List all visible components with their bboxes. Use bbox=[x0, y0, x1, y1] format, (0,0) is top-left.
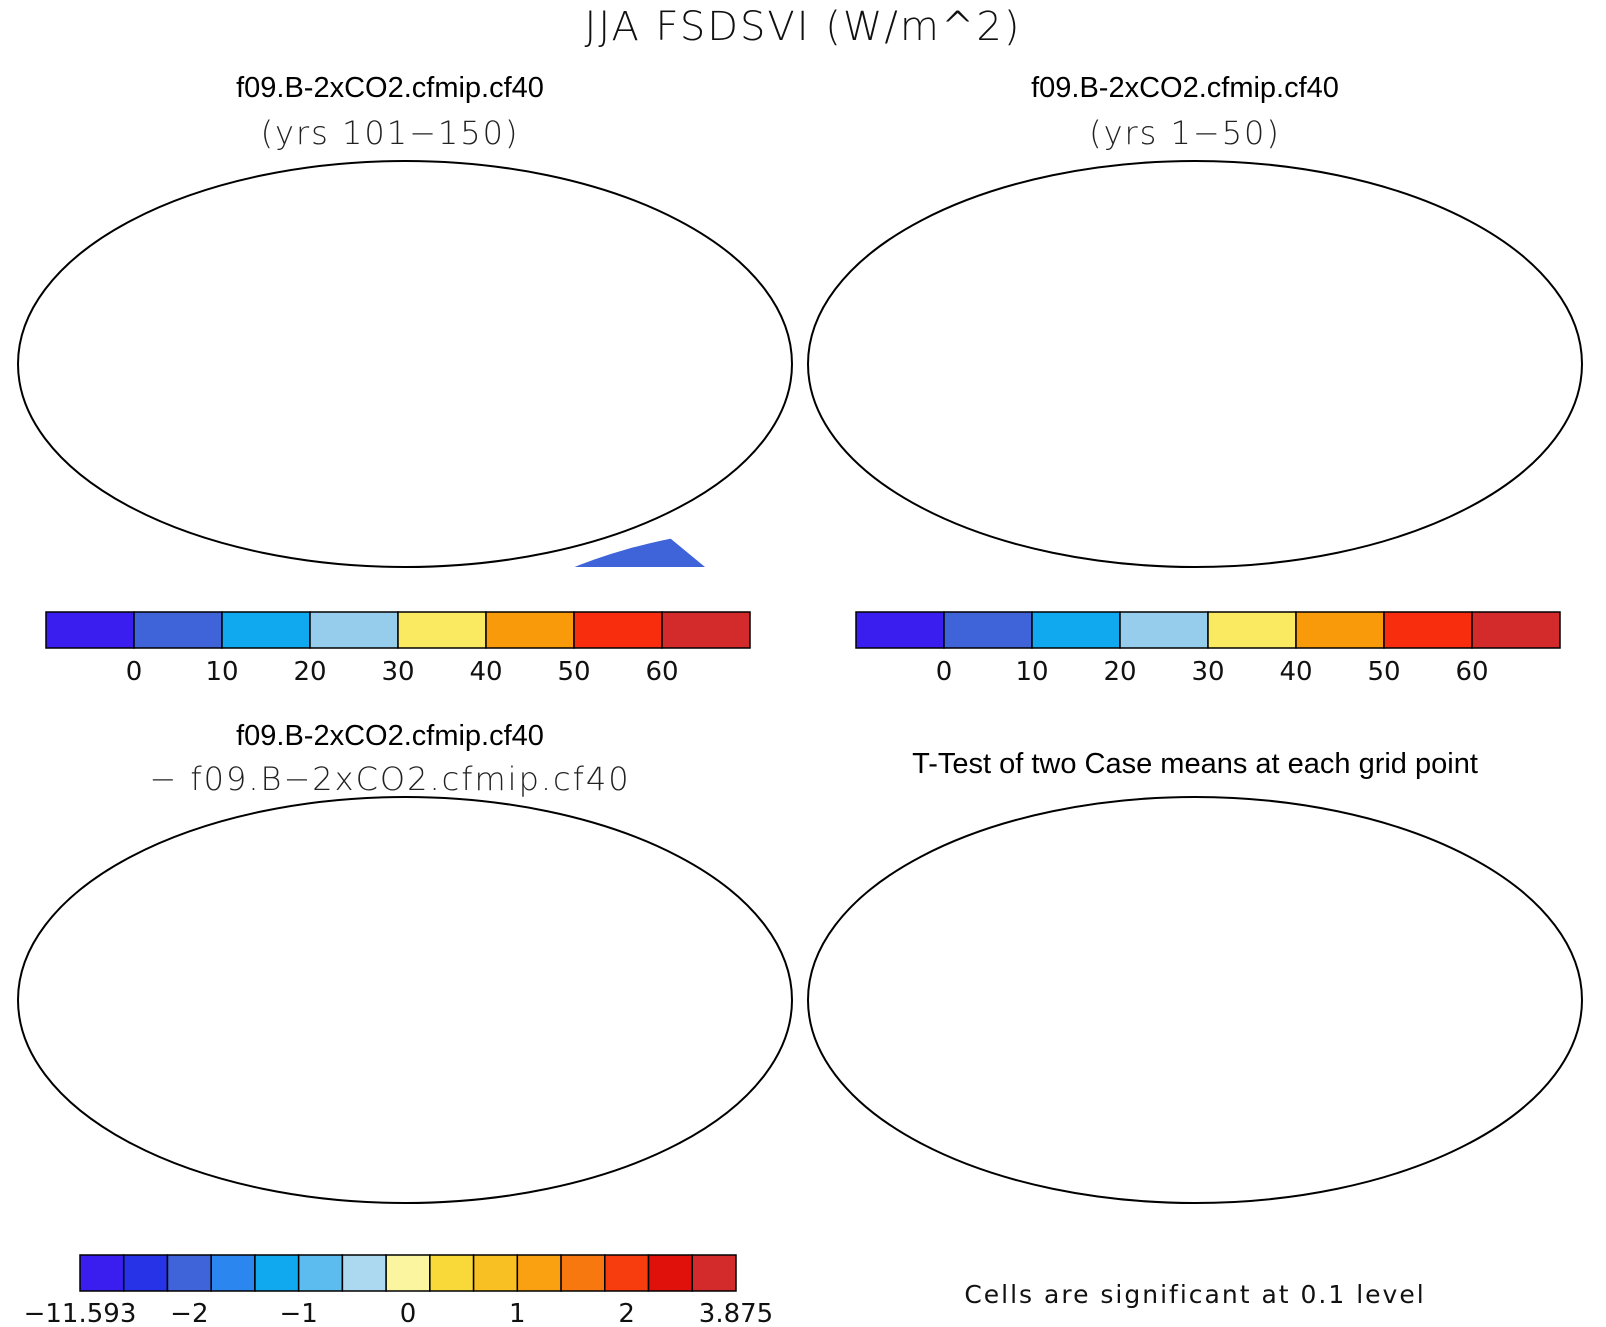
colorbar-swatch bbox=[1383, 611, 1473, 649]
colorbar-swatch bbox=[341, 1254, 387, 1292]
colorbar-tick-label: 40 bbox=[1279, 657, 1312, 687]
colorbar-swatch bbox=[647, 1254, 694, 1292]
colorbar-tick-label: 3.875 bbox=[699, 1299, 773, 1327]
panel1-map bbox=[17, 160, 793, 568]
colorbar-swatch bbox=[133, 611, 223, 649]
colorbar-tick-label: 10 bbox=[205, 657, 238, 687]
colorbar-tick-label: 30 bbox=[381, 657, 414, 687]
panel4-map bbox=[807, 796, 1583, 1204]
colorbar-swatch bbox=[1471, 611, 1561, 649]
colorbar-tick-label: 0 bbox=[400, 1299, 417, 1327]
colorbar-swatch bbox=[573, 611, 663, 649]
colorbar-tick-label: 60 bbox=[645, 657, 678, 687]
colorbar-swatch bbox=[1207, 611, 1297, 649]
colorbar-panel2: 0 10 20 30 40 50 60 bbox=[855, 611, 1561, 687]
colorbar-swatch bbox=[297, 1254, 344, 1292]
colorbar-swatch bbox=[1295, 611, 1385, 649]
colorbar-swatch bbox=[943, 611, 1033, 649]
panel1-subtitle: (yrs 101−150) bbox=[260, 114, 520, 152]
colorbar-tick-label: −11.593 bbox=[24, 1299, 137, 1327]
colorbar-swatch bbox=[1119, 611, 1209, 649]
colorbar-swatch bbox=[1031, 611, 1121, 649]
colorbar-swatch bbox=[397, 611, 487, 649]
colorbar-swatch bbox=[560, 1254, 606, 1292]
panel3-subtitle: − f09.B−2xCO2.cfmip.cf40 bbox=[149, 760, 631, 798]
colorbar-tick-label: 30 bbox=[1191, 657, 1224, 687]
colorbar-swatch bbox=[485, 611, 575, 649]
panel3-title: f09.B-2xCO2.cfmip.cf40 bbox=[236, 720, 544, 752]
colorbar-swatch bbox=[210, 1254, 256, 1292]
panel3-map bbox=[17, 796, 793, 1204]
significance-note: Cells are significant at 0.1 level bbox=[964, 1280, 1426, 1309]
colorbar-swatch bbox=[122, 1254, 169, 1292]
colorbar-tick-label: 50 bbox=[557, 657, 590, 687]
colorbar-swatch bbox=[166, 1254, 212, 1292]
panel2-map bbox=[807, 160, 1583, 568]
colorbar-swatch bbox=[429, 1254, 475, 1292]
colorbar-tick-label: 1 bbox=[509, 1299, 526, 1327]
colorbar-swatch bbox=[604, 1254, 650, 1292]
colorbar-tick-label: 20 bbox=[1103, 657, 1136, 687]
colorbar-panel1: 0 10 20 30 40 50 60 bbox=[45, 611, 751, 687]
figure-title: JJA FSDSVI (W/m^2) bbox=[584, 4, 1022, 50]
panel1-title: f09.B-2xCO2.cfmip.cf40 bbox=[236, 72, 544, 104]
colorbar-swatch bbox=[79, 1254, 125, 1292]
colorbar-swatch bbox=[309, 611, 399, 649]
colorbar-panel3: −11.593 −2 −1 0 1 2 3.875 bbox=[24, 1254, 773, 1327]
colorbar-tick-label: 50 bbox=[1367, 657, 1400, 687]
colorbar-swatch bbox=[691, 1254, 737, 1292]
colorbar-tick-label: −2 bbox=[170, 1299, 208, 1327]
colorbar-tick-label: 2 bbox=[618, 1299, 635, 1327]
colorbar-swatch bbox=[254, 1254, 300, 1292]
colorbar-swatch bbox=[472, 1254, 519, 1292]
colorbar-tick-label: 20 bbox=[293, 657, 326, 687]
colorbar-tick-label: 60 bbox=[1455, 657, 1488, 687]
colorbar-swatch bbox=[516, 1254, 562, 1292]
colorbar-swatch bbox=[45, 611, 135, 649]
panel2-subtitle: (yrs 1−50) bbox=[1089, 114, 1281, 152]
colorbar-tick-label: 40 bbox=[469, 657, 502, 687]
colorbar-tick-label: 0 bbox=[936, 657, 953, 687]
panel4-title: T-Test of two Case means at each grid po… bbox=[912, 748, 1478, 780]
colorbar-swatch bbox=[855, 611, 945, 649]
colorbar-swatch bbox=[385, 1254, 431, 1292]
colorbar-tick-label: −1 bbox=[280, 1299, 318, 1327]
colorbar-swatch bbox=[221, 611, 311, 649]
colorbar-tick-label: 0 bbox=[126, 657, 143, 687]
panel2-title: f09.B-2xCO2.cfmip.cf40 bbox=[1031, 72, 1339, 104]
colorbar-tick-label: 10 bbox=[1015, 657, 1048, 687]
colorbar-swatch bbox=[661, 611, 751, 649]
